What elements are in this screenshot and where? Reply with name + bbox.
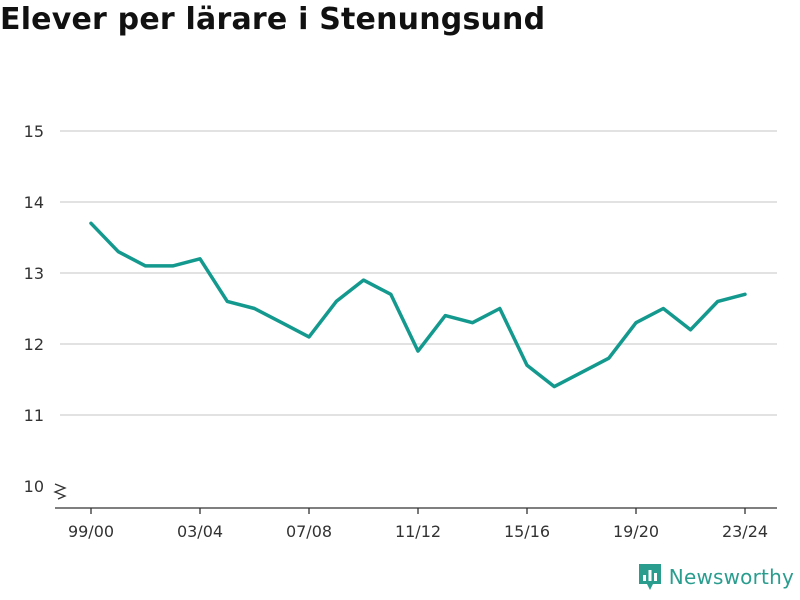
x-tick-label: 07/08 (286, 522, 332, 541)
y-tick-label: 10 (24, 477, 44, 496)
x-axis (53, 483, 777, 514)
y-tick-label: 12 (24, 335, 44, 354)
newsworthy-logo: Newsworthy (637, 562, 794, 592)
y-tick-label: 14 (24, 193, 44, 212)
x-tick-label: 15/16 (504, 522, 550, 541)
chart-title: Elever per lärare i Stenungsund (0, 2, 546, 37)
y-tick-label: 13 (24, 264, 44, 283)
x-axis-labels: 99/00 03/04 07/08 11/12 15/16 19/20 23/24 (68, 522, 768, 541)
series-layer (89, 221, 747, 389)
x-tick-label: 03/04 (177, 522, 223, 541)
x-tick-label: 11/12 (395, 522, 441, 541)
x-tick-label: 19/20 (613, 522, 659, 541)
axis-break-icon (53, 483, 67, 500)
gridlines (60, 130, 777, 416)
y-tick-label: 15 (24, 122, 44, 141)
series-line (89, 221, 747, 389)
bar-chart-speech-bubble-icon (638, 564, 661, 590)
y-tick-label: 11 (24, 406, 44, 425)
y-axis-labels: 10 11 12 13 14 15 (24, 122, 44, 496)
x-tick-label: 99/00 (68, 522, 114, 541)
x-tick-label: 23/24 (722, 522, 768, 541)
brand-name: Newsworthy (668, 565, 794, 589)
